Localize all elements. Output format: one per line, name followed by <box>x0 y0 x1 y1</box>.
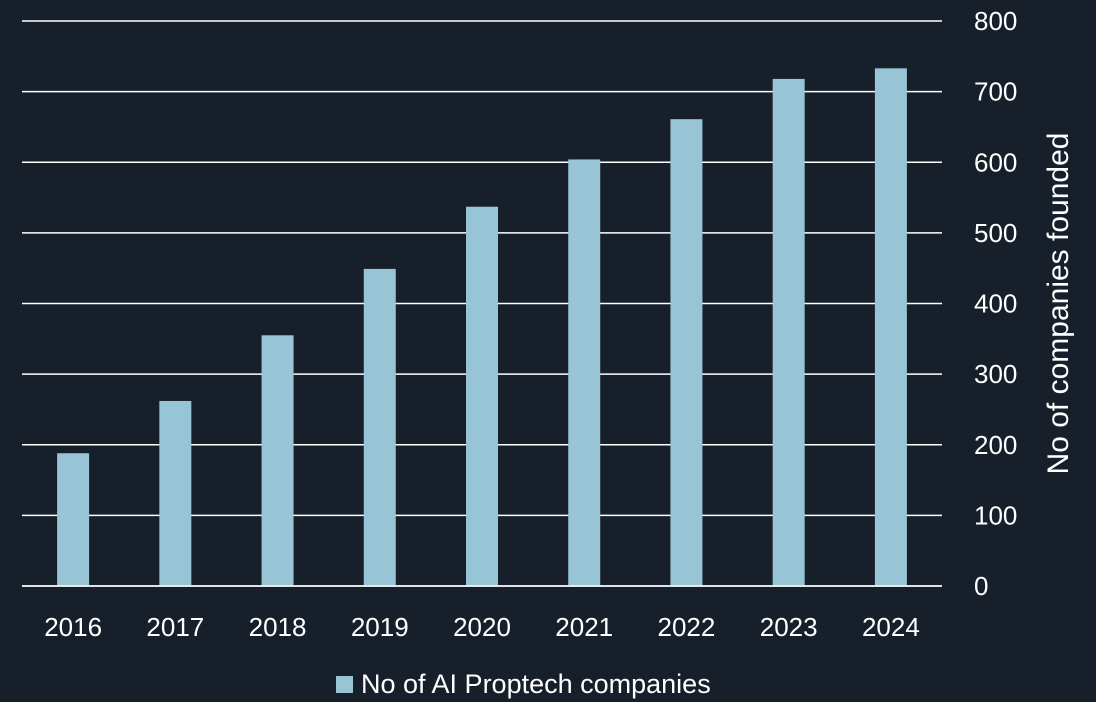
y-tick-label: 300 <box>974 359 1017 389</box>
y-tick-label: 600 <box>974 147 1017 177</box>
y-tick-label: 400 <box>974 289 1017 319</box>
y-axis-title: No of companies founded <box>1042 133 1075 475</box>
x-tick-label: 2016 <box>44 612 102 642</box>
bar-2016 <box>57 453 90 586</box>
bar-2017 <box>159 400 192 586</box>
x-axis-ticks: 2016 2017 2018 2019 2020 2021 2022 2023 2024 <box>44 612 920 642</box>
y-tick-label: 700 <box>974 77 1017 107</box>
y-axis-ticks: 0 100 200 300 400 500 600 700 800 <box>974 6 1017 601</box>
bar-2024 <box>874 68 907 587</box>
y-tick-label: 800 <box>974 6 1017 36</box>
x-tick-label: 2017 <box>146 612 204 642</box>
legend-label: No of AI Proptech companies <box>361 669 711 699</box>
x-tick-label: 2019 <box>351 612 409 642</box>
y-tick-label: 0 <box>974 571 988 601</box>
y-tick-label: 200 <box>974 430 1017 460</box>
bar-2020 <box>466 206 498 586</box>
bar-2021 <box>568 159 601 587</box>
legend-swatch <box>336 676 353 693</box>
y-tick-label: 500 <box>974 218 1017 248</box>
bars <box>22 68 942 587</box>
x-tick-label: 2024 <box>862 612 920 642</box>
x-tick-label: 2022 <box>658 612 716 642</box>
x-tick-label: 2021 <box>555 612 613 642</box>
bar-2019 <box>363 268 396 586</box>
legend: No of AI Proptech companies <box>336 669 711 699</box>
bar-2018 <box>261 335 294 586</box>
y-tick-label: 100 <box>974 500 1017 530</box>
bar-2023 <box>772 78 805 586</box>
x-tick-label: 2023 <box>760 612 818 642</box>
x-tick-label: 2018 <box>249 612 307 642</box>
bar-2022 <box>670 119 703 586</box>
x-tick-label: 2020 <box>453 612 511 642</box>
